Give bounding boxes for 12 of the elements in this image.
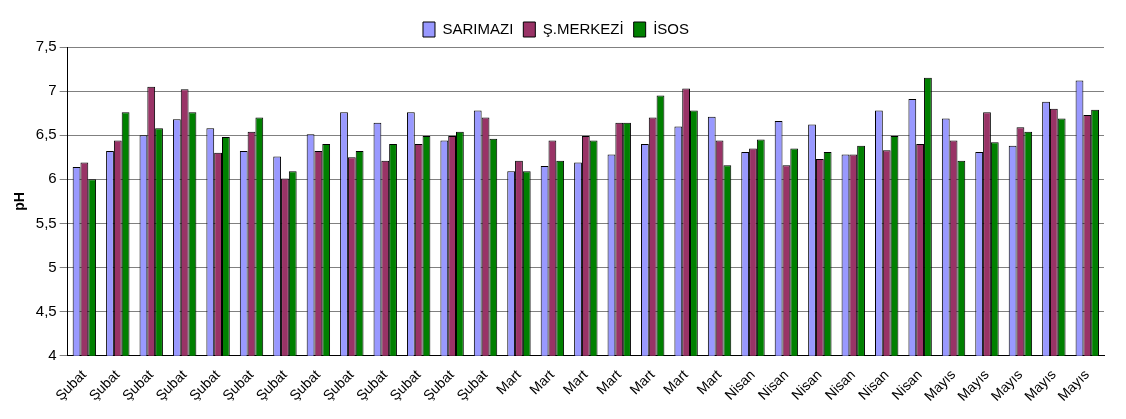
y-tick-label: 7	[48, 81, 57, 99]
legend-label: Ş.MERKEZİ	[542, 19, 624, 37]
y-tick-label: 5,5	[35, 213, 57, 231]
y-tick-label: 5	[48, 257, 57, 275]
y-tick-label: 6,5	[35, 125, 57, 143]
y-tick-label: 4	[48, 345, 57, 363]
y-tick-label: 7,5	[35, 37, 57, 55]
y-tick-label: 6	[48, 169, 57, 187]
legend-label: SARIMAZI	[442, 19, 514, 37]
y-tick-label: 4,5	[35, 301, 57, 319]
y-axis-title: pH	[11, 192, 28, 211]
legend-label: İSOS	[653, 19, 690, 37]
